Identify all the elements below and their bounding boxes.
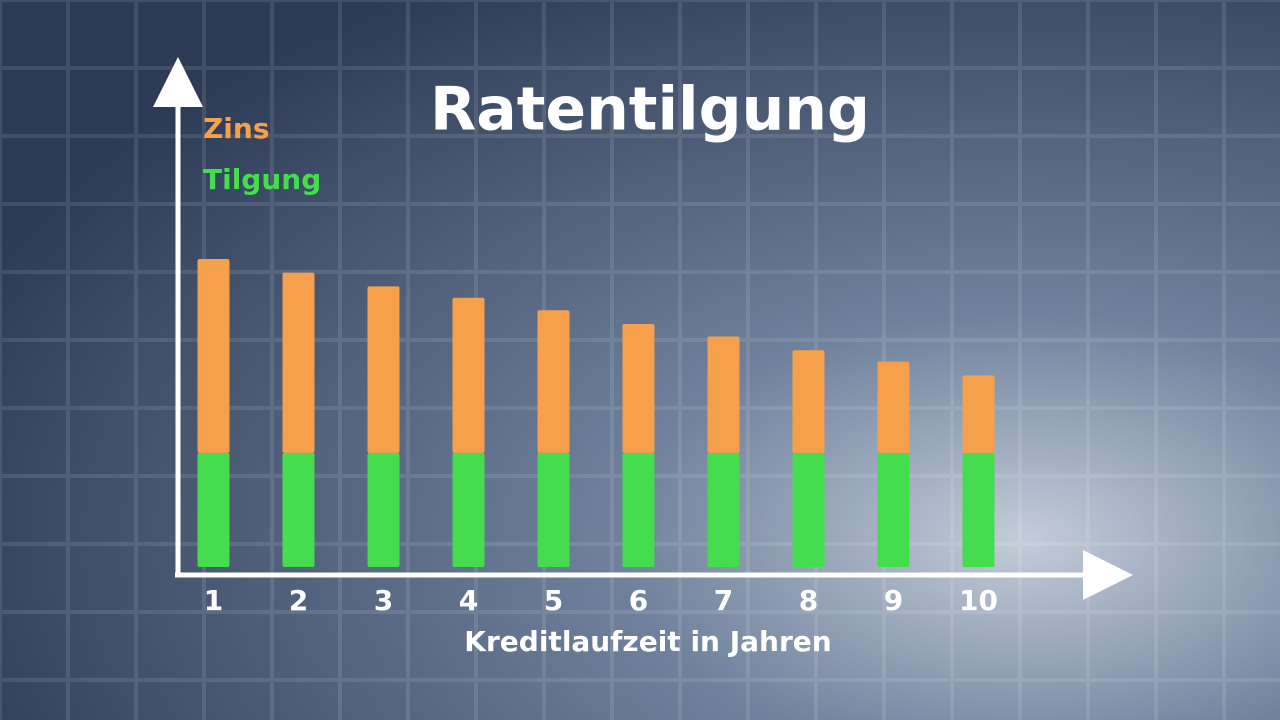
bar-segment [537,310,570,453]
bar-segment [282,272,315,453]
bar-segment [877,361,910,453]
bar-segment [367,452,400,567]
x-tick-label: 2 [289,584,308,617]
bar-segment [962,375,995,453]
legend-entry: Tilgung [203,163,321,196]
bar-segment [792,350,825,453]
x-tick-label: 1 [204,584,223,617]
bar-segment [877,452,910,567]
x-tick-label: 5 [544,584,563,617]
bar-segment [452,452,485,567]
x-tick-label: 9 [884,584,903,617]
x-axis-label: Kreditlaufzeit in Jahren [464,625,831,658]
bar-segment [792,452,825,567]
bar-segment [282,452,315,567]
chart-title: Ratentilgung [430,75,870,145]
x-tick-label: 6 [629,584,648,617]
x-tick-label: 10 [959,584,998,617]
legend-entry: Zins [203,112,270,145]
x-tick-label: 7 [714,584,733,617]
bar-segment [622,452,655,567]
x-tick-label: 8 [799,584,818,617]
bar-segment [197,452,230,567]
bar-segment [707,452,740,567]
bar-segment [707,336,740,453]
bar-segment [197,258,230,453]
bar-segment [622,323,655,453]
bar-segment [962,452,995,567]
bar-segment [367,286,400,453]
x-tick-label: 3 [374,584,393,617]
bar-segment [537,452,570,567]
bar-segment [452,297,485,453]
x-tick-label: 4 [459,584,478,617]
